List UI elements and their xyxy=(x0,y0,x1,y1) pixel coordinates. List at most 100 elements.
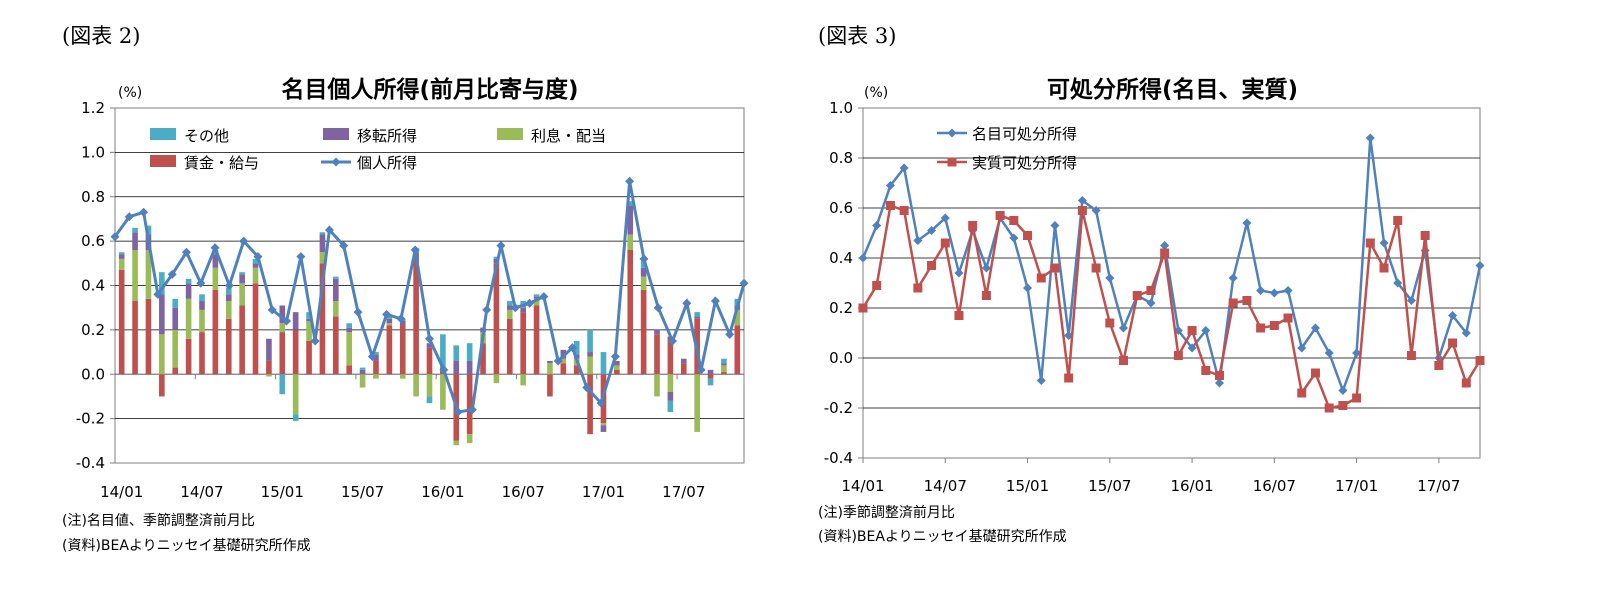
bar-transfer xyxy=(252,263,259,268)
bar-interest xyxy=(199,309,205,333)
left-xtick-label: 14/01 xyxy=(100,483,143,501)
right-ytick-label: 0.2 xyxy=(829,299,853,317)
point-real-disposable xyxy=(940,238,950,248)
bar-transfer xyxy=(159,294,165,335)
point-nominal-disposable xyxy=(1009,233,1019,243)
left-xtick-label: 15/01 xyxy=(261,483,304,501)
point-real-disposable xyxy=(1310,368,1320,378)
bar-other xyxy=(506,301,513,306)
point-personal-income xyxy=(210,243,220,253)
left-ytick-label: -0.4 xyxy=(76,454,105,472)
bar-interest xyxy=(627,234,634,250)
point-real-disposable xyxy=(872,281,882,290)
right-xtick-label: 14/07 xyxy=(924,477,967,495)
left-xtick-label: 16/07 xyxy=(502,483,545,501)
legend-label: 個人所得 xyxy=(357,154,417,172)
bar-other xyxy=(600,352,607,375)
bar-transfer xyxy=(547,360,553,364)
right-xtick-label: 16/07 xyxy=(1253,477,1296,495)
point-personal-income xyxy=(496,241,506,251)
bar-interest xyxy=(225,301,232,319)
right-ytick-label: 0.0 xyxy=(829,349,853,367)
bar-wages xyxy=(185,338,192,375)
point-nominal-disposable xyxy=(1036,376,1046,385)
legend-label: 移転所得 xyxy=(357,127,417,145)
point-personal-income xyxy=(224,281,234,290)
bar-interest xyxy=(118,258,125,270)
bar-other xyxy=(159,272,165,295)
bar-wages xyxy=(279,332,286,375)
legend-swatch-interest xyxy=(497,128,523,140)
bar-other xyxy=(239,272,245,275)
bar-transfer xyxy=(239,274,245,284)
bar-wages xyxy=(533,305,540,375)
bar-transfer xyxy=(614,360,620,366)
bar-wages xyxy=(118,269,125,375)
bar-wages xyxy=(680,363,687,375)
bar-other xyxy=(627,201,634,206)
point-real-disposable xyxy=(995,211,1005,220)
bar-wages xyxy=(654,334,660,375)
bar-other xyxy=(145,225,152,235)
point-personal-income xyxy=(696,365,706,375)
left-xtick-label: 15/07 xyxy=(341,483,384,501)
point-personal-income xyxy=(239,236,249,246)
point-real-disposable xyxy=(981,291,991,300)
bar-transfer xyxy=(694,316,700,319)
point-nominal-disposable xyxy=(1214,378,1224,388)
bar-interest xyxy=(600,423,607,426)
point-nominal-disposable xyxy=(872,221,882,230)
bar-wages xyxy=(172,367,179,375)
point-real-disposable xyxy=(1393,216,1403,225)
point-real-disposable xyxy=(1297,388,1307,398)
point-personal-income xyxy=(253,252,263,262)
legend-label: その他 xyxy=(184,127,229,145)
bar-wages xyxy=(159,374,165,397)
bar-other xyxy=(466,343,473,361)
bar-interest xyxy=(319,252,326,264)
point-nominal-disposable xyxy=(1379,238,1389,248)
bar-other xyxy=(707,378,714,386)
point-real-disposable xyxy=(1338,401,1348,410)
line-real-disposable xyxy=(861,203,1482,410)
point-nominal-disposable xyxy=(1160,241,1170,250)
point-real-disposable xyxy=(1009,216,1019,225)
point-nominal-disposable xyxy=(1324,348,1334,358)
bar-other xyxy=(292,414,299,421)
figure-label-left: (図表 2) xyxy=(62,24,141,48)
bar-transfer xyxy=(627,205,634,235)
bar-transfer xyxy=(225,294,232,302)
point-real-disposable xyxy=(1173,351,1183,360)
point-personal-income xyxy=(181,247,191,257)
bar-wages xyxy=(721,372,727,375)
bar-other xyxy=(132,227,138,233)
point-nominal-disposable xyxy=(1187,343,1197,353)
point-nominal-disposable xyxy=(899,163,909,173)
right-plot-area xyxy=(862,107,1481,459)
bar-transfer xyxy=(185,283,192,299)
bar-interest xyxy=(279,323,286,333)
legend-label: 実質可処分所得 xyxy=(972,154,1077,172)
bar-interest xyxy=(373,374,379,379)
bar-interest xyxy=(132,250,138,302)
point-real-disposable xyxy=(1406,351,1416,360)
bar-wages xyxy=(627,250,634,375)
point-nominal-disposable xyxy=(1365,133,1375,143)
point-personal-income xyxy=(167,269,177,279)
bar-transfer xyxy=(333,278,339,302)
bar-wages xyxy=(506,318,513,375)
bar-interest xyxy=(466,434,473,444)
bar-interest xyxy=(306,321,312,341)
point-personal-income xyxy=(596,398,606,408)
bar-wages xyxy=(520,312,526,375)
bar-transfer xyxy=(266,338,272,361)
bar-interest xyxy=(292,374,299,415)
point-nominal-disposable xyxy=(1475,261,1485,270)
bar-other xyxy=(721,358,727,364)
bar-other xyxy=(199,294,205,302)
point-personal-income xyxy=(553,356,563,366)
bar-wages xyxy=(333,316,339,375)
bar-transfer xyxy=(319,234,326,253)
point-nominal-disposable xyxy=(1338,386,1348,395)
